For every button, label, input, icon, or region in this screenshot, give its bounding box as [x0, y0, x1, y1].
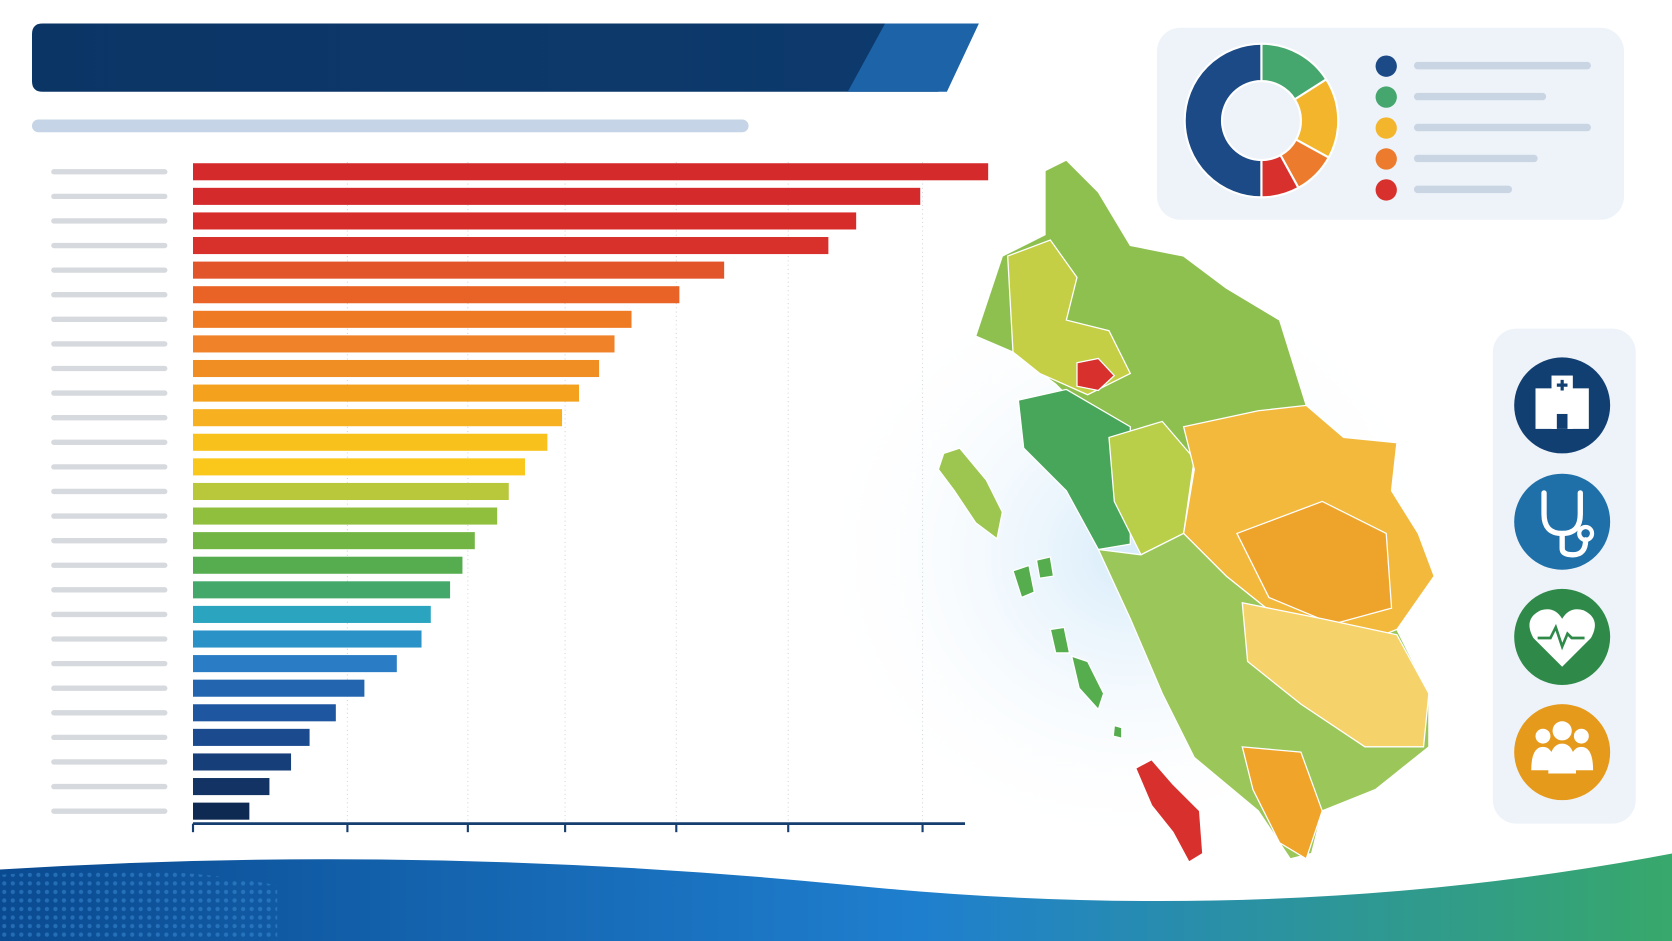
bar [193, 778, 270, 796]
footer-dots [0, 870, 278, 941]
category-placeholder [51, 365, 168, 372]
footer-wave [0, 853, 1672, 941]
map-region [1017, 388, 1131, 551]
legend-swatch [1375, 179, 1397, 201]
bar [193, 212, 857, 230]
bar [193, 359, 600, 378]
category-placeholder [51, 439, 168, 445]
category-placeholder [51, 464, 168, 470]
legend-placeholder [1413, 154, 1538, 163]
map-island [1134, 758, 1204, 863]
category-placeholder [51, 193, 168, 200]
category-placeholder [51, 808, 168, 814]
category-placeholder [51, 636, 168, 642]
bar [193, 237, 829, 255]
bar [193, 409, 563, 427]
legend-swatch [1375, 55, 1397, 77]
bar [193, 384, 580, 402]
legend-placeholder [1413, 61, 1591, 70]
header-bar [31, 23, 971, 92]
bar [193, 286, 680, 304]
bar [193, 433, 548, 451]
category-placeholder [51, 513, 168, 519]
region-map [937, 159, 1435, 863]
category-placeholder [51, 783, 168, 790]
donut-chart [1183, 42, 1397, 201]
bar [193, 655, 397, 673]
bar [193, 630, 422, 648]
people-icon [1514, 704, 1611, 801]
bar [193, 482, 509, 500]
map-region [1241, 601, 1430, 748]
legend-placeholder [1413, 92, 1547, 101]
category-placeholder [51, 316, 168, 322]
map-region [1076, 357, 1116, 392]
map-island [1012, 556, 1071, 654]
category-placeholder [51, 292, 168, 298]
map-island [1070, 655, 1123, 740]
bar [193, 605, 431, 623]
donut-slice [1260, 153, 1300, 199]
donut-slice [1183, 42, 1263, 199]
subtitle-placeholder [31, 119, 749, 133]
category-placeholder [51, 267, 168, 273]
map-region [1007, 239, 1132, 396]
category-placeholder [51, 390, 168, 396]
category-placeholder [51, 242, 168, 249]
legend-lines [1413, 61, 1591, 194]
bar-chart [51, 162, 989, 833]
icon-panel [1492, 328, 1636, 824]
category-placeholder [51, 759, 168, 765]
map-region [1241, 746, 1323, 860]
bar [193, 753, 292, 771]
hospital-icon [1514, 357, 1611, 454]
map-region [1236, 500, 1393, 625]
map-region [1097, 532, 1430, 860]
category-placeholder [51, 537, 168, 544]
map-island [937, 447, 1004, 540]
category-placeholder [51, 660, 168, 667]
bar [193, 679, 365, 697]
bar [193, 532, 475, 550]
bar [193, 310, 632, 328]
legend-swatch [1375, 117, 1397, 139]
category-placeholder [51, 341, 168, 347]
legend-swatch [1375, 148, 1397, 170]
bar [193, 335, 615, 353]
bar [193, 704, 336, 722]
category-placeholder [51, 169, 168, 175]
stethoscope-icon [1514, 473, 1611, 570]
bar [193, 728, 310, 746]
header-accent [847, 23, 979, 92]
category-placeholder [51, 587, 168, 593]
heart-icon [1514, 588, 1611, 685]
bar [193, 261, 725, 279]
bar [193, 507, 498, 525]
category-placeholder [51, 734, 168, 741]
bar [193, 556, 463, 574]
legend-placeholder [1413, 123, 1591, 132]
category-placeholder [51, 488, 168, 495]
bar [193, 187, 921, 205]
category-placeholder [51, 611, 168, 618]
category-placeholder [51, 562, 168, 568]
bar [193, 802, 250, 820]
bar [193, 458, 525, 476]
bar [193, 581, 451, 599]
category-placeholder [51, 710, 168, 716]
bar [193, 163, 989, 181]
legend-swatch [1375, 86, 1397, 108]
category-placeholder [51, 415, 168, 421]
legend-placeholder [1413, 185, 1513, 194]
category-placeholder [51, 218, 168, 224]
category-placeholder [51, 685, 168, 691]
